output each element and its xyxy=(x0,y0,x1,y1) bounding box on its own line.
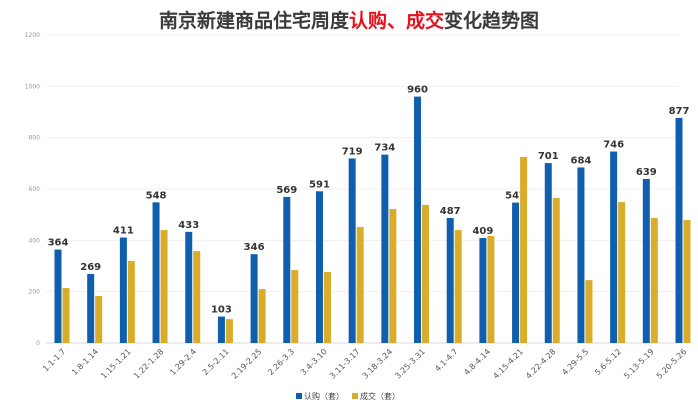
y-tick-label: 1200 xyxy=(25,32,40,39)
bar-subscribed xyxy=(577,167,585,343)
bar-sold xyxy=(389,209,397,343)
bar-sold xyxy=(585,280,593,343)
x-tick-label: 3.11-3.17 xyxy=(328,347,362,381)
x-tick-label: 4.22-4.28 xyxy=(524,347,558,381)
bar-subscribed xyxy=(217,316,225,343)
bar-subscribed xyxy=(54,249,62,343)
x-tick-label: 5.13-5.19 xyxy=(622,347,656,381)
bar-subscribed xyxy=(479,238,487,343)
data-label: 547 xyxy=(505,191,526,202)
bar-subscribed xyxy=(119,237,127,343)
data-label: 409 xyxy=(472,226,493,237)
bar-sold xyxy=(356,226,364,343)
bar-subscribed xyxy=(414,96,422,343)
data-label: 701 xyxy=(538,151,559,162)
bar-subscribed xyxy=(544,163,552,343)
data-label: 684 xyxy=(571,155,592,166)
y-tick-label: 400 xyxy=(29,237,41,244)
bar-sold xyxy=(618,202,626,343)
bar-subscribed xyxy=(512,202,520,343)
title-highlight: 认购、成交 xyxy=(348,10,444,32)
data-label: 433 xyxy=(178,220,199,231)
y-tick-label: 1000 xyxy=(25,83,40,90)
bar-sold xyxy=(454,230,462,343)
chart-title: 南京新建商品住宅周度认购、成交变化趋势图 xyxy=(0,6,698,33)
data-label: 269 xyxy=(80,262,101,273)
data-label: 346 xyxy=(244,242,265,253)
legend-label: 认购（套） xyxy=(304,391,344,401)
bar-subscribed xyxy=(642,178,650,343)
x-tick-label: 3.18-3.24 xyxy=(361,347,395,381)
bar-sold xyxy=(323,271,331,343)
data-label: 591 xyxy=(309,179,330,190)
bar-subscribed xyxy=(250,254,258,343)
x-tick-label: 4.8-4.14 xyxy=(462,347,492,377)
bar-subscribed xyxy=(152,202,160,343)
data-label: 364 xyxy=(48,238,69,249)
x-tick-label: 1.8-1.14 xyxy=(70,347,100,377)
legend-label: 成交（套） xyxy=(360,391,400,401)
x-tick-label: 5.6-5.12 xyxy=(593,347,623,377)
title-part-3: 变化趋势图 xyxy=(444,10,540,32)
data-label: 569 xyxy=(276,185,297,196)
bar-sold xyxy=(62,288,70,343)
bar-sold xyxy=(193,251,201,343)
x-tick-label: 4.15-4.21 xyxy=(491,347,525,381)
data-label: 103 xyxy=(211,305,232,316)
x-tick-label: 2.5-2.11 xyxy=(201,347,231,377)
bar-subscribed xyxy=(283,196,291,343)
legend-swatch xyxy=(296,393,302,399)
x-tick-label: 3.25-3.31 xyxy=(393,347,427,381)
x-tick-label: 2.19-2.25 xyxy=(230,347,264,381)
bar-sold xyxy=(291,270,299,343)
x-tick-label: 1.29-2.4 xyxy=(168,347,198,377)
title-part-1: 南京新建商品住宅周度 xyxy=(158,10,349,32)
bar-sold xyxy=(127,260,135,343)
x-tick-label: 3.4-3.10 xyxy=(299,347,329,377)
bar-subscribed xyxy=(610,151,618,343)
bar-sold xyxy=(422,204,430,343)
bar-sold xyxy=(683,220,691,343)
bar-sold xyxy=(258,289,266,343)
bar-sold xyxy=(225,319,233,343)
data-label: 487 xyxy=(440,206,461,217)
x-tick-label: 4.1-4.7 xyxy=(433,347,459,373)
data-label: 719 xyxy=(342,146,363,157)
bar-sold xyxy=(160,230,168,343)
bar-subscribed xyxy=(87,273,95,343)
bar-subscribed xyxy=(381,154,389,343)
bar-sold xyxy=(95,296,103,343)
data-label: 639 xyxy=(636,167,657,178)
y-tick-label: 600 xyxy=(29,186,41,193)
y-tick-label: 200 xyxy=(29,289,41,296)
bar-sold xyxy=(487,235,495,343)
bar-sold xyxy=(520,156,528,343)
data-label: 960 xyxy=(407,85,428,96)
x-tick-label: 2.26-3.3 xyxy=(266,347,296,377)
y-tick-label: 0 xyxy=(36,340,40,347)
bar-subscribed xyxy=(185,231,193,343)
x-tick-label: 4.29-5.5 xyxy=(560,347,590,377)
y-tick-label: 800 xyxy=(29,135,41,142)
data-label: 746 xyxy=(603,140,624,151)
data-label: 548 xyxy=(146,190,167,201)
bar-subscribed xyxy=(675,117,683,343)
data-label: 411 xyxy=(113,226,134,237)
bar-sold xyxy=(650,218,658,343)
data-label: 877 xyxy=(669,106,690,117)
bar-subscribed xyxy=(446,218,454,343)
x-tick-label: 1.22-1.28 xyxy=(132,347,166,381)
bar-subscribed xyxy=(348,158,356,343)
x-tick-label: 1.15-1.21 xyxy=(99,347,133,381)
legend-swatch xyxy=(352,393,358,399)
data-label: 734 xyxy=(374,143,395,154)
x-tick-label: 1.1-1.7 xyxy=(41,347,67,373)
bar-subscribed xyxy=(315,191,323,343)
x-tick-label: 5.20-5.26 xyxy=(655,347,689,381)
bar-sold xyxy=(552,197,560,343)
